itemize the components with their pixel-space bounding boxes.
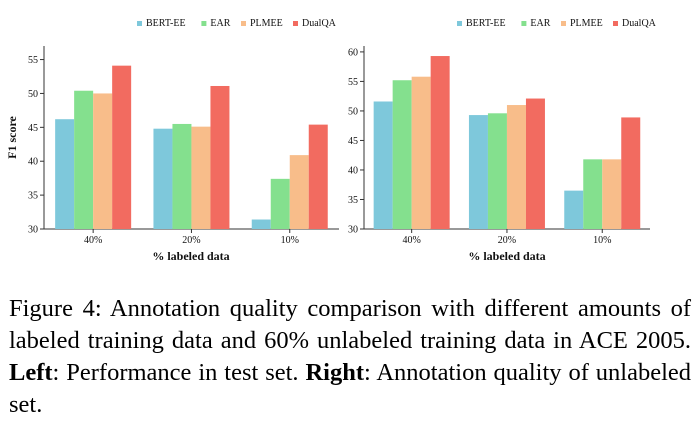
chart1-bar-dualqa-20pct <box>210 85 230 229</box>
figure-caption: Figure 4: Annotation quality comparison … <box>9 293 691 421</box>
chart2-bar-bert-ee-10pct <box>564 190 584 229</box>
chart2-legend-swatch <box>457 21 462 26</box>
chart2-y-tick-label: 35 <box>348 195 358 206</box>
chart1-y-tick-label: 45 <box>28 123 38 134</box>
figure: 30 35 40 45 50 55 40% 20% 10% BERT-EE EAR PLMEE Dual… <box>5 18 657 263</box>
chart1-bar-plmee-10pct <box>289 155 309 229</box>
chart1-y-tick-label: 40 <box>28 157 38 168</box>
chart2-legend-swatch <box>613 21 618 26</box>
chart2-bar-plmee-10pct <box>602 159 622 229</box>
chart2-y-tick-label: 55 <box>348 77 358 88</box>
chart1-bar-ear-40pct <box>74 90 94 229</box>
chart1-bar-plmee-40pct <box>93 93 113 229</box>
chart1-legend-swatch <box>137 21 142 26</box>
chart2-y-tick-label: 45 <box>348 136 358 147</box>
chart1-legend-swatch <box>241 21 246 26</box>
caption-left-label: Left <box>9 359 53 386</box>
chart2-x-tick-label: 20% <box>498 235 516 246</box>
caption-right-text: : Annotation quality of unlabeled set. <box>9 359 691 418</box>
chart2-y-tick-label: 60 <box>348 47 358 58</box>
chart1-y-tick-label: 50 <box>28 89 38 100</box>
caption-left-text: : Performance in test set. <box>52 359 306 386</box>
chart1-y-tick-label: 55 <box>28 55 38 66</box>
chart2-x-axis-label: % labeled data <box>468 249 545 263</box>
chart2-legend-label: DualQA <box>622 18 657 29</box>
chart2-legend-label: EAR <box>530 18 550 29</box>
chart2-bar-ear-10pct <box>583 159 603 229</box>
chart1-y-tick-label: 35 <box>28 191 38 202</box>
chart2-bar-dualqa-40pct <box>430 56 450 229</box>
chart1-x-tick-label: 10% <box>281 235 299 246</box>
chart2-bar-bert-ee-20pct <box>468 115 488 229</box>
chart2-legend-swatch <box>521 21 527 26</box>
chart2-bar-plmee-20pct <box>506 105 526 229</box>
chart1-legend-label: EAR <box>210 18 230 29</box>
chart2-legend-label: PLMEE <box>570 18 603 29</box>
chart1-bar-dualqa-40pct <box>112 65 132 230</box>
chart1-y-axis-label: F1 score <box>5 115 19 158</box>
chart1-legend-label: BERT-EE <box>146 18 186 29</box>
chart2-y-tick-label: 40 <box>348 165 358 176</box>
chart2-legend-label: BERT-EE <box>466 18 506 29</box>
chart2-bar-bert-ee-40pct <box>373 101 393 229</box>
chart1-x-tick-label: 20% <box>182 235 200 246</box>
chart2-legend-swatch <box>561 21 566 26</box>
chart2-bar-plmee-40pct <box>411 76 431 229</box>
chart2-bar-ear-40pct <box>392 80 412 229</box>
chart1-legend-swatch <box>293 21 298 26</box>
chart1-bar-ear-10pct <box>270 178 290 229</box>
caption-prefix: Figure 4: Annotation quality comparison … <box>9 295 691 354</box>
chart1-bar-dualqa-10pct <box>308 124 328 229</box>
chart1-bar-bert-ee-20pct <box>153 128 173 229</box>
chart1-x-axis-label: % labeled data <box>152 249 229 263</box>
chart2-bar-dualqa-10pct <box>621 117 641 229</box>
chart1-legend-label: PLMEE <box>250 18 283 29</box>
chart2-y-tick-label: 30 <box>348 225 358 236</box>
chart2-y-tick-label: 50 <box>348 106 358 117</box>
chart2-x-tick-label: 40% <box>402 235 420 246</box>
chart1-bar-plmee-20pct <box>191 126 211 229</box>
chart2-bar-ear-20pct <box>487 113 507 229</box>
chart1-legend-swatch <box>201 21 207 26</box>
chart1-bar-bert-ee-40pct <box>55 119 75 229</box>
chart1-bar-ear-20pct <box>172 123 192 229</box>
chart2-bar-dualqa-20pct <box>525 98 545 229</box>
chart1-x-tick-label: 40% <box>84 235 102 246</box>
chart1-y-tick-label: 30 <box>28 225 38 236</box>
caption-right-label: Right <box>305 359 364 386</box>
chart1-legend-label: DualQA <box>302 18 337 29</box>
chart1-bar-bert-ee-10pct <box>251 219 271 229</box>
chart2-x-tick-label: 10% <box>593 235 611 246</box>
